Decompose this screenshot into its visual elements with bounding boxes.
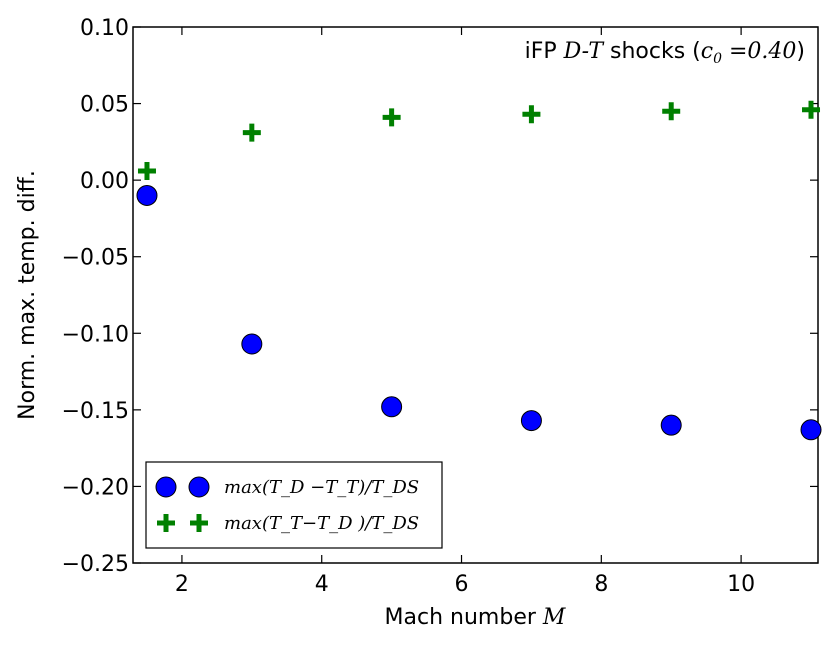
- x-axis-label-symbol: M: [542, 605, 566, 630]
- x-axis-label-text: Mach number: [385, 605, 543, 630]
- data-point-plus: [662, 102, 681, 121]
- chart-annotation: iFP D-T shocks (c0 =0.40): [525, 39, 805, 67]
- legend: max(T_D −T_T)/T_DS max(T_T−T_D )/T_DS: [145, 461, 443, 549]
- y-tick-label: 0.05: [80, 93, 129, 118]
- annotation-param-sub: 0: [713, 51, 722, 67]
- legend-circle-2: [188, 476, 210, 498]
- legend-box: [145, 461, 443, 549]
- y-tick-label: −0.05: [62, 246, 129, 271]
- data-point-circle: [800, 419, 822, 441]
- x-tick-label: 6: [455, 572, 469, 597]
- annotation-prefix: iFP: [525, 39, 564, 64]
- data-point-circle: [520, 410, 542, 432]
- annotation-param-value: =0.40: [722, 39, 796, 64]
- data-point-plus: [522, 105, 541, 124]
- series-plus: [137, 100, 821, 180]
- data-point-plus: [382, 108, 401, 127]
- x-tick-label: 4: [315, 572, 329, 597]
- y-tick-label: −0.10: [62, 322, 129, 347]
- data-point-plus: [802, 100, 821, 119]
- y-tick-label: −0.20: [62, 475, 129, 500]
- data-point-plus: [137, 161, 156, 180]
- x-tick-label: 2: [175, 572, 189, 597]
- data-point-plus: [242, 123, 261, 142]
- y-tick-label: 0.10: [80, 16, 129, 41]
- y-axis-label: Norm. max. temp. diff.: [15, 170, 40, 420]
- legend-plus-2: [190, 514, 208, 532]
- data-point-circle: [381, 396, 403, 418]
- data-point-circle: [241, 333, 263, 355]
- data-point-circle: [660, 414, 682, 436]
- y-tick-label: −0.15: [62, 399, 129, 424]
- legend-label-plus: max(T_T−T_D )/T_DS: [224, 513, 419, 534]
- data-point-circle: [136, 184, 158, 206]
- legend-marker-plus: [157, 514, 208, 532]
- x-axis-label: Mach number M: [385, 605, 566, 630]
- annotation-param: c: [701, 39, 713, 64]
- annotation-middle: shocks (: [603, 39, 701, 64]
- legend-label-circles: max(T_D −T_T)/T_DS: [224, 477, 419, 498]
- y-axis-ticks: 0.10 0.05 0.00 −0.05 −0.10 −0.15 −0.20 −0.25: [62, 16, 818, 577]
- x-tick-label: 8: [594, 572, 608, 597]
- legend-marker-circles: [155, 476, 210, 498]
- plot-frame: [132, 26, 819, 564]
- x-axis-ticks: 2 4 6 8 10: [175, 27, 755, 597]
- y-tick-label: 0.00: [80, 169, 129, 194]
- legend-circle-1: [155, 476, 177, 498]
- annotation-species: D-T: [563, 39, 606, 64]
- legend-plus-1: [157, 514, 175, 532]
- y-tick-label: −0.25: [62, 552, 129, 577]
- x-tick-label: 10: [727, 572, 755, 597]
- annotation-suffix: ): [796, 39, 805, 64]
- series-circles: [136, 184, 822, 441]
